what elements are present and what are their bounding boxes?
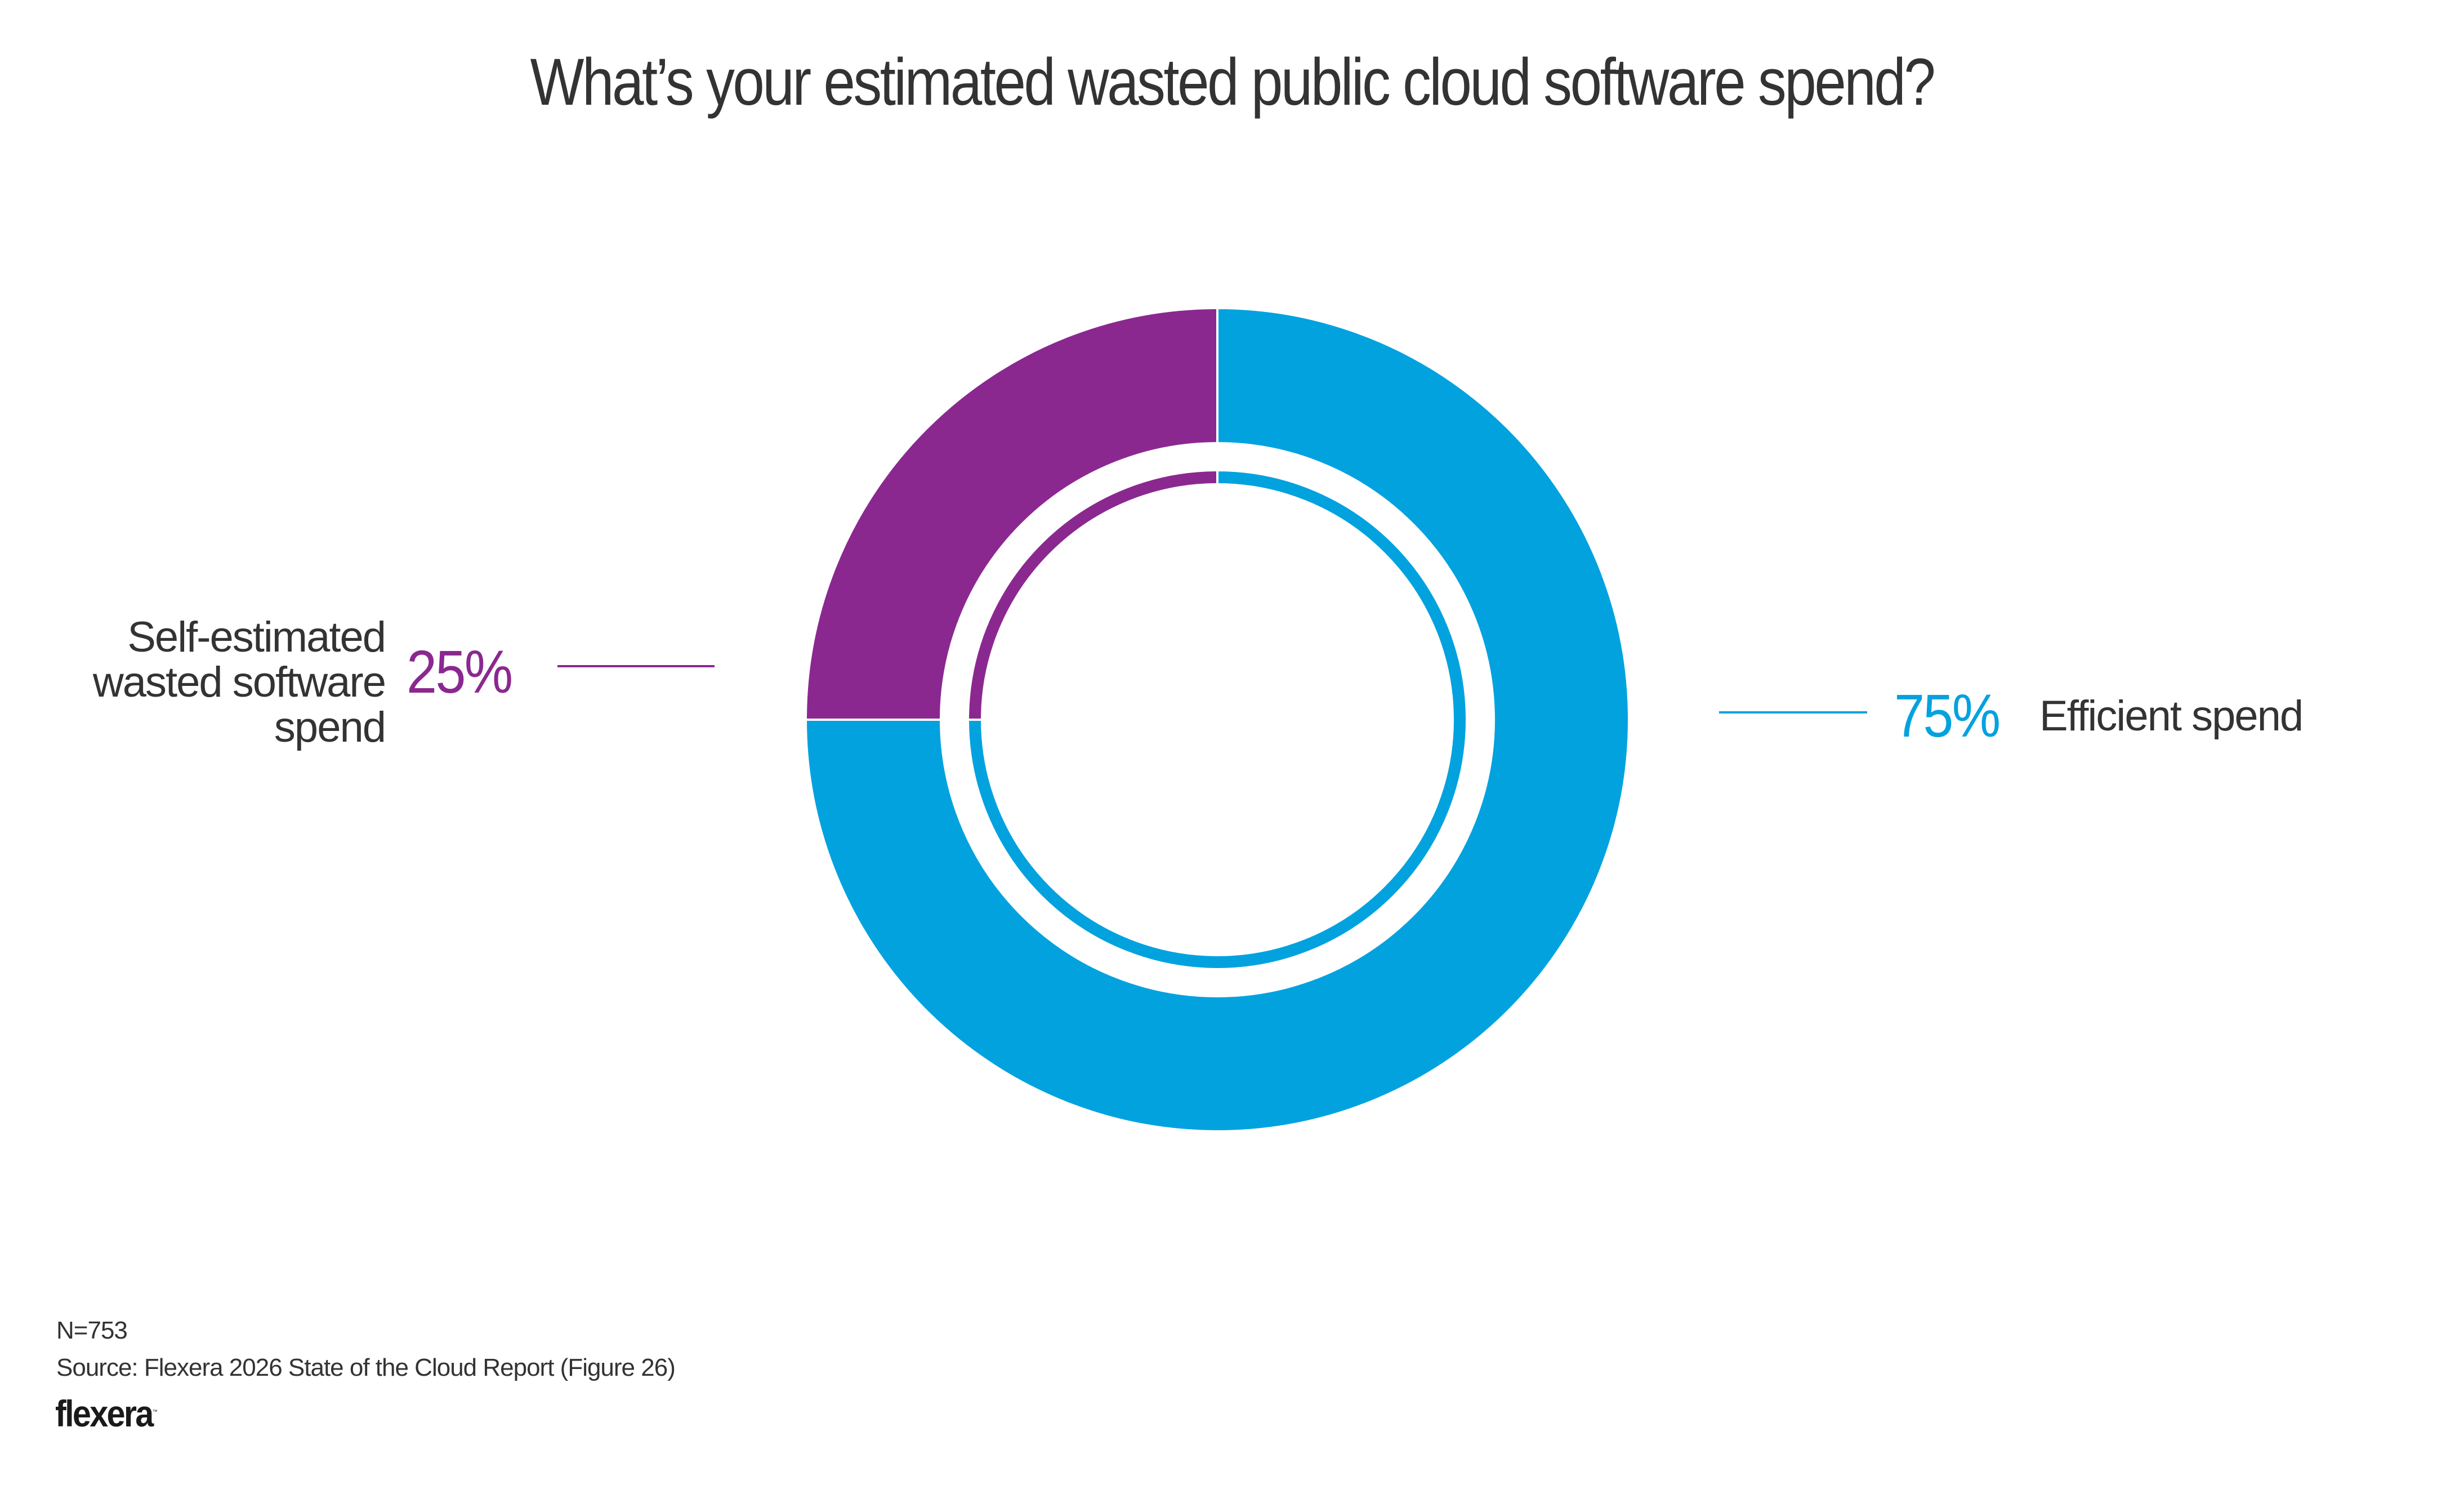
chart-title: What’s your estimated wasted public clou… (530, 45, 1936, 119)
wasted-label-line-1: Self-estimated (127, 613, 386, 661)
inner-ring (966, 469, 1468, 970)
inner-ring-slice-efficient (966, 469, 1468, 970)
flexera-logo: flexera™ (55, 1392, 158, 1435)
sample-size-note: N=753 (56, 1317, 128, 1344)
wasted-label-line-3: spend (274, 703, 386, 751)
wasted-label-line-2: wasted software (92, 658, 386, 706)
logo-text: flexera (55, 1393, 154, 1434)
inner-ring-slice-wasted (966, 469, 1218, 721)
wasted-slice-label: Self-estimated wasted software spend (0, 613, 386, 751)
efficient-value-label: 75% (1894, 681, 2001, 750)
logo-trademark: ™ (152, 1409, 158, 1415)
efficient-slice-label: Efficient spend (2039, 692, 2304, 740)
outer-ring-slice-wasted (804, 306, 1218, 721)
outer-ring-slice-efficient (804, 306, 1630, 1132)
source-note: Source: Flexera 2026 State of the Cloud … (56, 1354, 676, 1381)
outer-ring (804, 306, 1630, 1132)
wasted-value-label: 25% (407, 637, 513, 706)
